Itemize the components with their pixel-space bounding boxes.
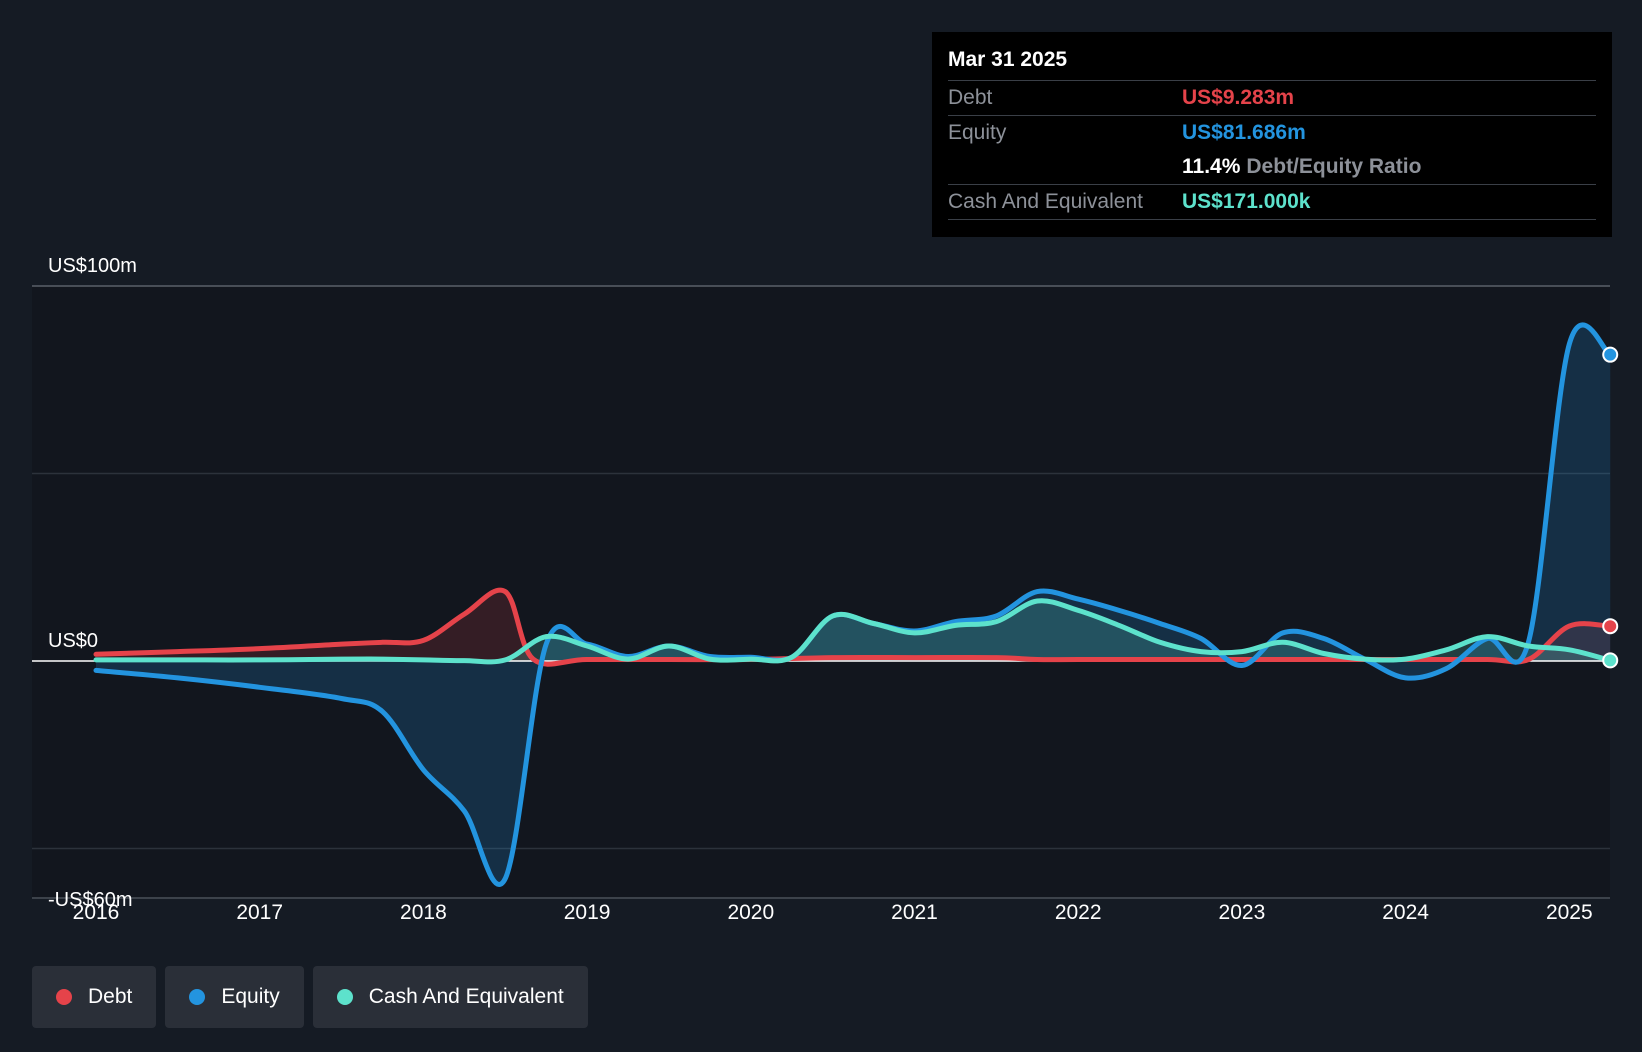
debt-end-marker (1602, 618, 1619, 635)
tooltip-cash-label: Cash And Equivalent (948, 190, 1143, 213)
series-lines (32, 322, 1613, 887)
chart-legend: Debt Equity Cash And Equivalent (32, 966, 597, 1028)
y-tick-label: US$0 (48, 630, 98, 652)
tooltip-equity-label: Equity (948, 121, 1007, 144)
y-tick-label: US$100m (48, 255, 137, 277)
tooltip-ratio: 11.4% Debt/Equity Ratio (1182, 150, 1421, 184)
x-tick-label: 2023 (1219, 901, 1266, 924)
x-tick-label: 2017 (236, 901, 283, 924)
x-tick-label: 2022 (1055, 901, 1102, 924)
tooltip-debt-label: Debt (948, 86, 993, 109)
y-axis-labels: US$100m US$0 -US$60m (48, 255, 137, 911)
y-tick-label: -US$60m (48, 889, 132, 911)
cash-line (93, 598, 1613, 665)
tooltip-equity-row: Equity US$81.686m (948, 116, 1596, 150)
x-tick-label: 2024 (1382, 901, 1429, 924)
cash-dot-icon (336, 989, 353, 1005)
equity-area (96, 324, 1611, 885)
debt-dot-icon (56, 989, 72, 1005)
tooltip-panel: Mar 31 2025 Debt US$9.283m Equity US$81.… (932, 32, 1612, 237)
x-tick-label: 2021 (891, 901, 938, 924)
legend-cash-label: Cash And Equivalent (368, 985, 564, 1008)
cash-end-marker (1602, 652, 1619, 669)
tooltip-ratio-row: 11.4% Debt/Equity Ratio (948, 150, 1596, 185)
equity-dot-icon (189, 989, 206, 1005)
legend-equity-label: Equity (221, 985, 280, 1008)
x-tick-label: 2025 (1546, 901, 1593, 924)
x-tick-label: 2019 (564, 901, 611, 924)
tooltip-ratio-label: Debt/Equity Ratio (1246, 155, 1422, 178)
gridlines (32, 285, 1610, 899)
tooltip-cash-row: Cash And Equivalent US$171.000k (948, 185, 1596, 220)
legend-item-debt[interactable]: Debt (32, 966, 157, 1028)
x-tick-label: 2020 (727, 901, 774, 924)
end-markers (1602, 346, 1619, 669)
legend-item-cash[interactable]: Cash And Equivalent (312, 966, 588, 1028)
tooltip-cash-value: US$171.000k (1182, 190, 1311, 213)
tooltip-date: Mar 31 2025 (948, 46, 1596, 81)
chart-plot-background (32, 286, 1610, 898)
tooltip-equity-value: US$81.686m (1182, 121, 1306, 144)
equity-end-marker (1602, 346, 1619, 363)
tooltip-ratio-value: 11.4% (1182, 155, 1241, 178)
tooltip-debt-row: Debt US$9.283m (948, 81, 1596, 116)
legend-item-equity[interactable]: Equity (165, 966, 304, 1028)
x-tick-label: 2018 (400, 901, 447, 924)
x-axis-labels: 2016 2017 2018 2019 2020 2021 2022 2023 2024 2025 (73, 901, 1593, 924)
tooltip-debt-value: US$9.283m (1182, 86, 1295, 109)
legend-debt-label: Debt (88, 985, 133, 1008)
x-tick-label: 2016 (73, 901, 120, 924)
cash-area (96, 600, 1611, 662)
